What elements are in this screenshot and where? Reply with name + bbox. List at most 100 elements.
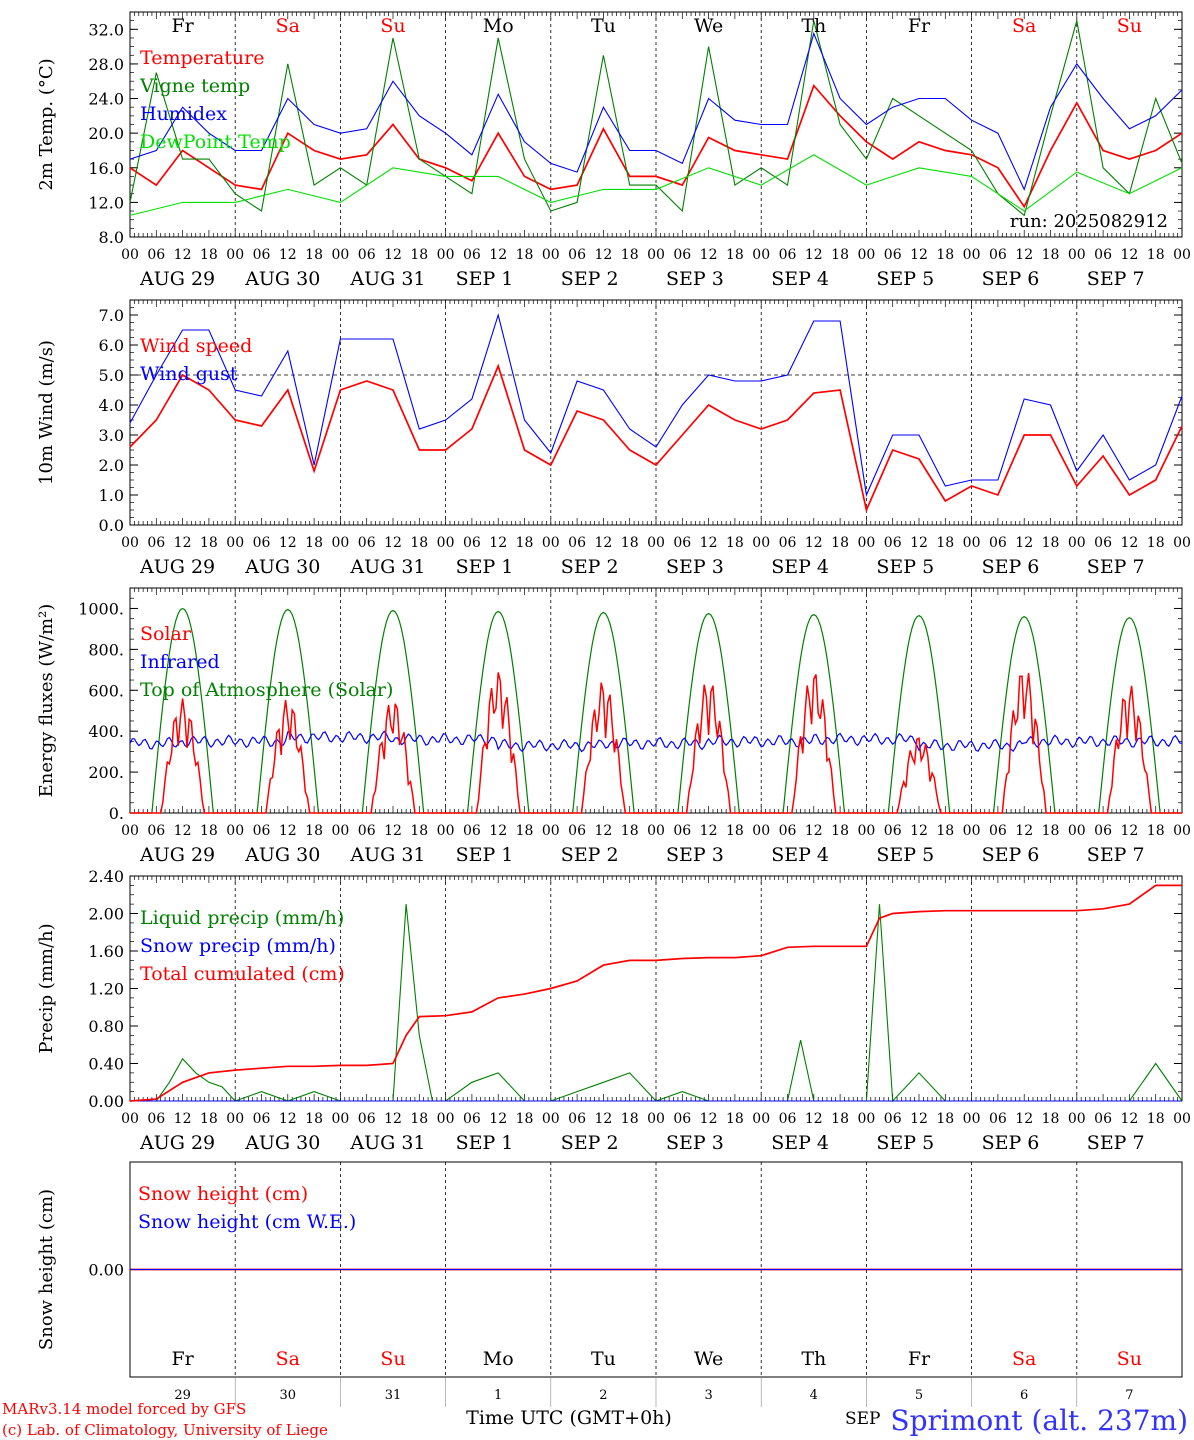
hour-tick-label: 06 bbox=[1094, 535, 1112, 551]
hour-tick-label: 12 bbox=[174, 1111, 192, 1127]
copyright-credit: (c) Lab. of Climatology, University of L… bbox=[2, 1421, 328, 1439]
hour-tick-label: 12 bbox=[489, 823, 507, 839]
series-line-1 bbox=[129, 312, 1183, 497]
hour-tick-label: 00 bbox=[857, 823, 875, 839]
hour-tick-label: 18 bbox=[200, 1111, 218, 1127]
hour-tick-label: 00 bbox=[1068, 247, 1086, 263]
hour-tick-label: 12 bbox=[700, 535, 718, 551]
legend-entry: Humidex bbox=[140, 103, 227, 125]
hour-tick-label: 12 bbox=[594, 823, 612, 839]
hour-tick-label: 12 bbox=[1015, 535, 1033, 551]
weekday-label: Su bbox=[380, 1348, 405, 1370]
date-label: SEP 1 bbox=[456, 556, 514, 578]
panel-flux: 0. 200. 400. 600. 800. 1000. Energy fluxes (W/… bbox=[36, 587, 1191, 866]
date-label: SEP 1 bbox=[456, 268, 514, 290]
y-tick-label: 0.40 bbox=[88, 1055, 124, 1074]
date-label: SEP 2 bbox=[561, 268, 619, 290]
y-tick-label: 0.00 bbox=[88, 1092, 124, 1111]
date-label: SEP 4 bbox=[771, 1132, 829, 1154]
hour-tick-label: 00 bbox=[963, 1111, 981, 1127]
hour-tick-label: 00 bbox=[331, 247, 349, 263]
hour-tick-label: 00 bbox=[542, 1111, 560, 1127]
legend-entry: Infrared bbox=[140, 651, 220, 673]
hour-tick-label: 06 bbox=[779, 247, 797, 263]
hour-tick-label: 18 bbox=[936, 535, 954, 551]
hour-tick-label: 12 bbox=[805, 1111, 823, 1127]
y-tick-label: 8.0 bbox=[99, 228, 124, 247]
panel-frame bbox=[129, 299, 1183, 526]
hour-tick-label: 18 bbox=[831, 1111, 849, 1127]
hour-tick-label: 12 bbox=[384, 535, 402, 551]
hour-tick-label: 12 bbox=[384, 823, 402, 839]
y-tick-label: 1000. bbox=[78, 599, 124, 618]
date-label: SEP 5 bbox=[876, 844, 934, 866]
hour-tick-label: 12 bbox=[1120, 535, 1138, 551]
y-tick-label: 800. bbox=[88, 640, 124, 659]
hour-tick-label: 12 bbox=[805, 247, 823, 263]
y-tick-label: 2.00 bbox=[88, 905, 124, 924]
legend-entry: Wind gust bbox=[140, 363, 238, 385]
y-axis-label: Snow height (cm) bbox=[36, 1189, 57, 1350]
hour-tick-label: 06 bbox=[358, 247, 376, 263]
date-label: SEP 4 bbox=[771, 844, 829, 866]
hour-tick-label: 06 bbox=[568, 247, 586, 263]
hour-tick-label: 00 bbox=[647, 823, 665, 839]
hour-tick-label: 06 bbox=[147, 1111, 165, 1127]
hour-tick-label: 18 bbox=[305, 247, 323, 263]
hour-tick-label: 00 bbox=[857, 247, 875, 263]
hour-tick-label: 00 bbox=[752, 1111, 770, 1127]
series-group bbox=[129, 20, 1183, 217]
date-label: AUG 29 bbox=[139, 556, 215, 578]
overlap-label: SEP bbox=[845, 1409, 881, 1429]
y-tick-label: 20.0 bbox=[88, 124, 124, 143]
hour-tick-label: 18 bbox=[516, 247, 534, 263]
date-label: SEP 5 bbox=[876, 268, 934, 290]
series-line-2 bbox=[129, 31, 1183, 191]
hour-tick-label: 00 bbox=[437, 535, 455, 551]
hour-tick-label: 00 bbox=[647, 535, 665, 551]
hour-tick-label: 12 bbox=[594, 535, 612, 551]
hour-tick-label: 00 bbox=[437, 823, 455, 839]
hour-tick-label: 18 bbox=[1042, 247, 1060, 263]
hour-tick-label: 06 bbox=[253, 1111, 271, 1127]
hour-tick-label: 18 bbox=[305, 823, 323, 839]
hour-tick-label: 06 bbox=[884, 823, 902, 839]
hour-tick-label: 18 bbox=[410, 535, 428, 551]
day-number-label: 29 bbox=[174, 1388, 191, 1403]
date-label: SEP 5 bbox=[876, 556, 934, 578]
hour-tick-label: 00 bbox=[226, 535, 244, 551]
hour-tick-label: 18 bbox=[516, 823, 534, 839]
hour-tick-label: 18 bbox=[1042, 823, 1060, 839]
hour-tick-label: 00 bbox=[1173, 823, 1191, 839]
hour-tick-label: 06 bbox=[358, 1111, 376, 1127]
hour-tick-label: 06 bbox=[253, 823, 271, 839]
panel-snow: 0.00 Snow height (cm) Snow height (cm) Snow… bbox=[36, 1161, 1183, 1407]
hour-tick-label: 00 bbox=[1068, 823, 1086, 839]
hour-tick-label: 00 bbox=[752, 247, 770, 263]
hour-tick-label: 06 bbox=[989, 535, 1007, 551]
y-tick-label: 6.0 bbox=[99, 336, 124, 355]
date-label: SEP 7 bbox=[1087, 844, 1145, 866]
hour-tick-label: 06 bbox=[989, 1111, 1007, 1127]
legend-entry: Total cumulated (cm) bbox=[140, 963, 345, 985]
hour-tick-label: 18 bbox=[831, 823, 849, 839]
hour-tick-label: 12 bbox=[1015, 823, 1033, 839]
date-label: AUG 30 bbox=[244, 844, 320, 866]
date-label: SEP 2 bbox=[561, 1132, 619, 1154]
hour-tick-label: 18 bbox=[936, 247, 954, 263]
hour-tick-label: 00 bbox=[121, 823, 139, 839]
y-tick-label: 1.60 bbox=[88, 942, 124, 961]
model-credit: MARv3.14 model forced by GFS bbox=[2, 1400, 246, 1418]
hour-tick-label: 18 bbox=[516, 535, 534, 551]
y-tick-label: 3.0 bbox=[99, 426, 124, 445]
hour-tick-label: 12 bbox=[279, 823, 297, 839]
hour-tick-label: 18 bbox=[621, 1111, 639, 1127]
hour-tick-label: 00 bbox=[1173, 247, 1191, 263]
weekday-label: Sa bbox=[1012, 15, 1036, 37]
series-line-solar bbox=[130, 672, 1182, 814]
series-line-3 bbox=[129, 154, 1183, 216]
hour-tick-label: 00 bbox=[1173, 1111, 1191, 1127]
y-tick-label: 0. bbox=[109, 804, 124, 823]
weekday-label: Mo bbox=[483, 1348, 514, 1370]
